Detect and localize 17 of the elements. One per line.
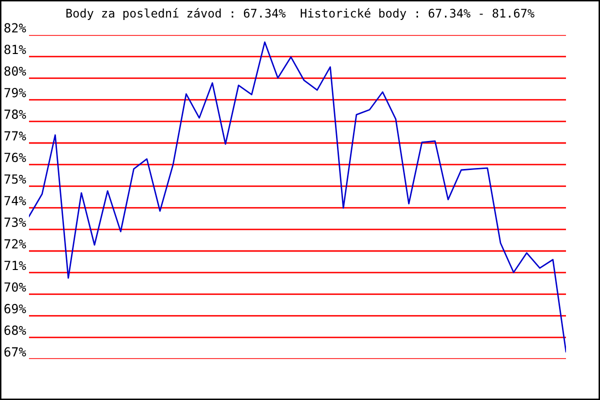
y-tick-label: 75% [4,174,26,184]
y-tick-label: 67% [4,347,26,357]
y-tick-label: 74% [4,196,26,206]
y-tick-label: 72% [4,239,26,248]
y-tick-label: 71% [4,260,26,270]
y-tick-label: 77% [4,131,26,140]
y-tick-label: 79% [4,88,26,98]
y-tick-label: 81% [4,44,26,54]
chart-title: Body za poslední závod : 67.34% Historické body : 67.34% - 81.67% [66,8,534,20]
y-tick-label: 82% [4,23,26,33]
y-tick-label: 80% [4,66,26,76]
y-tick-label: 68% [4,326,26,335]
y-tick-label: 76% [4,152,26,162]
y-tick-label: 73% [4,218,26,227]
y-tick-label: 69% [4,304,26,314]
y-tick-label: 70% [4,282,26,292]
y-tick-label: 78% [4,110,26,119]
